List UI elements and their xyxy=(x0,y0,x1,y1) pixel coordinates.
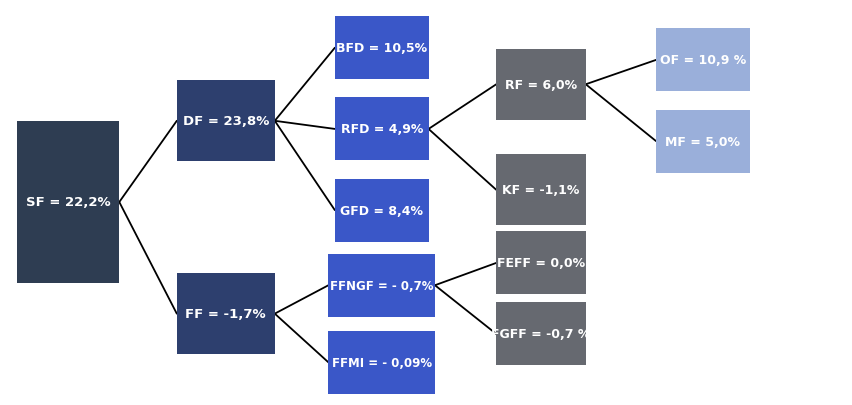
Text: KF = -1,1%: KF = -1,1% xyxy=(503,184,579,197)
FancyBboxPatch shape xyxy=(335,98,429,161)
FancyBboxPatch shape xyxy=(17,122,119,284)
Text: FGFF = -0,7 %: FGFF = -0,7 % xyxy=(492,328,590,341)
FancyBboxPatch shape xyxy=(329,254,435,317)
Text: FFMI = - 0,09%: FFMI = - 0,09% xyxy=(331,356,432,369)
Text: RF = 6,0%: RF = 6,0% xyxy=(505,79,577,92)
Text: OF = 10,9 %: OF = 10,9 % xyxy=(659,54,746,67)
Text: MF = 5,0%: MF = 5,0% xyxy=(665,135,740,148)
Text: FEFF = 0,0%: FEFF = 0,0% xyxy=(497,257,585,270)
Text: RFD = 4,9%: RFD = 4,9% xyxy=(341,123,423,136)
Text: GFD = 8,4%: GFD = 8,4% xyxy=(340,204,423,217)
FancyBboxPatch shape xyxy=(335,17,429,80)
FancyBboxPatch shape xyxy=(496,50,586,120)
Text: DF = 23,8%: DF = 23,8% xyxy=(182,115,269,128)
FancyBboxPatch shape xyxy=(496,232,586,295)
FancyBboxPatch shape xyxy=(656,30,750,92)
FancyBboxPatch shape xyxy=(177,81,274,162)
FancyBboxPatch shape xyxy=(177,273,274,354)
Text: FFNGF = - 0,7%: FFNGF = - 0,7% xyxy=(330,279,434,292)
FancyBboxPatch shape xyxy=(656,110,750,173)
Text: BFD = 10,5%: BFD = 10,5% xyxy=(337,42,427,55)
FancyBboxPatch shape xyxy=(335,179,429,242)
Text: FF = -1,7%: FF = -1,7% xyxy=(186,307,266,320)
FancyBboxPatch shape xyxy=(496,303,586,365)
FancyBboxPatch shape xyxy=(329,331,435,394)
FancyBboxPatch shape xyxy=(496,155,586,226)
Text: SF = 22,2%: SF = 22,2% xyxy=(26,196,111,209)
